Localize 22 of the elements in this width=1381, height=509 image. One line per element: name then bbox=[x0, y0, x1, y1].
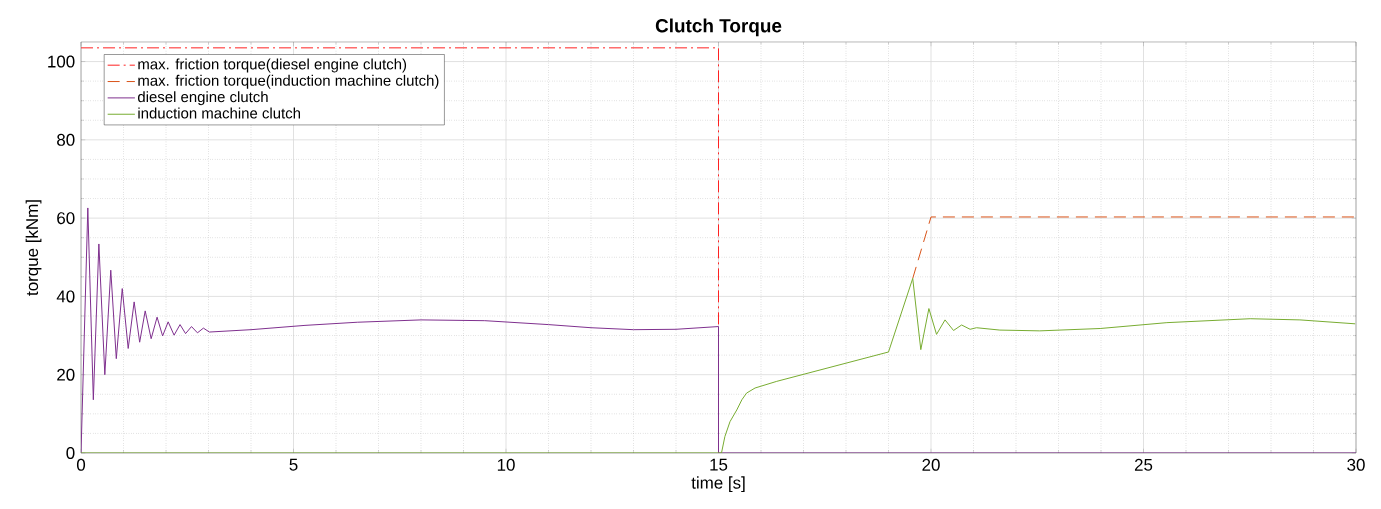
y-tick-label: 0 bbox=[66, 446, 75, 459]
legend-label: max. friction torque(induction machine clutch) bbox=[138, 74, 439, 89]
legend-label: induction machine clutch bbox=[138, 107, 301, 119]
x-tick-label: 0 bbox=[76, 458, 86, 471]
y-axis-title: torque [kNm] bbox=[25, 200, 42, 296]
y-tick-label: 20 bbox=[57, 368, 75, 381]
x-tick-label: 15 bbox=[710, 458, 728, 471]
x-tick-label: 5 bbox=[289, 458, 298, 471]
legend-label: max. friction torque(diesel engine clutch) bbox=[138, 58, 407, 73]
y-tick-label: 100 bbox=[48, 55, 75, 68]
y-tick-label: 60 bbox=[57, 212, 75, 225]
x-axis-title: time [s] bbox=[691, 476, 745, 493]
x-tick-label: 30 bbox=[1347, 458, 1365, 471]
x-tick-label: 20 bbox=[922, 458, 940, 471]
y-tick-label: 40 bbox=[56, 290, 75, 303]
legend-label: diesel engine clutch bbox=[137, 91, 268, 106]
line-series bbox=[81, 277, 1356, 453]
x-tick-label: 10 bbox=[497, 458, 515, 471]
x-tick-label: 25 bbox=[1134, 458, 1153, 471]
chart-title: Clutch Torque bbox=[655, 18, 782, 37]
y-tick-label: 80 bbox=[57, 133, 75, 146]
line-series bbox=[81, 207, 1357, 453]
